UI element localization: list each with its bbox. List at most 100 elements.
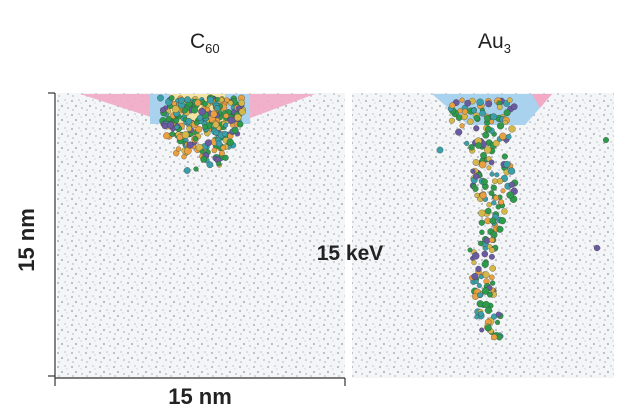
atom (212, 121, 220, 128)
atom (503, 109, 511, 117)
atom (491, 200, 497, 206)
atom (510, 103, 518, 111)
atom (226, 138, 234, 146)
atom (202, 101, 208, 107)
crater-rim (532, 94, 552, 108)
atom (490, 184, 497, 191)
atoms (157, 94, 609, 341)
atom (184, 96, 191, 103)
atom (448, 117, 455, 124)
atom (194, 99, 202, 107)
atom (213, 129, 220, 136)
atom (482, 271, 490, 279)
atom (195, 143, 204, 152)
atom (216, 161, 222, 167)
title-text: Au (478, 30, 504, 53)
atom (481, 178, 488, 185)
atom (472, 185, 479, 192)
atom (477, 292, 483, 298)
y-label: 15 nm (14, 208, 39, 272)
atom (473, 125, 480, 132)
atom (206, 96, 214, 104)
atom (159, 107, 166, 113)
atom (493, 194, 499, 201)
title-text: C (190, 30, 205, 53)
atom (481, 287, 490, 295)
atom (488, 159, 495, 166)
atom (186, 125, 192, 132)
title-subscript: 3 (504, 41, 511, 56)
atom (181, 154, 187, 160)
atom (496, 122, 505, 130)
atom (486, 202, 492, 208)
atom (489, 119, 495, 125)
atom (478, 160, 487, 169)
atom (478, 219, 485, 226)
atom (464, 140, 470, 146)
atom (473, 173, 480, 180)
atom (470, 168, 476, 174)
atom (175, 146, 182, 152)
atom (457, 108, 463, 114)
atom (171, 105, 180, 113)
atom (495, 311, 502, 318)
atom (484, 324, 492, 332)
atom (593, 244, 601, 252)
atom (479, 192, 487, 199)
atom (488, 274, 495, 281)
atom (227, 116, 235, 124)
atom (506, 191, 514, 199)
atom (197, 114, 204, 121)
atom (472, 159, 480, 166)
atom (468, 144, 475, 151)
atom (481, 260, 489, 268)
atom (505, 134, 512, 140)
atom (478, 311, 484, 317)
atom (471, 272, 479, 281)
atom (503, 160, 511, 168)
atom (494, 319, 501, 325)
atom (219, 97, 225, 103)
atom (215, 140, 223, 148)
atom (455, 114, 463, 121)
atom (220, 145, 227, 151)
atom (174, 124, 180, 130)
atom (501, 208, 508, 215)
atom (471, 252, 480, 260)
atom (488, 190, 495, 196)
atom (489, 280, 496, 286)
atom (471, 260, 477, 266)
atom (489, 217, 497, 225)
atom (185, 117, 193, 125)
atom (500, 188, 506, 194)
scale-bars (48, 92, 346, 386)
atom (455, 128, 463, 136)
atom (496, 178, 504, 185)
atom (204, 139, 212, 147)
atom (195, 125, 203, 133)
atom (193, 166, 199, 172)
atom (204, 106, 211, 113)
atom (475, 142, 482, 149)
title-subscript: 60 (205, 41, 219, 56)
atom (490, 231, 498, 239)
atom (489, 247, 495, 253)
atom (171, 101, 177, 107)
atom (191, 106, 199, 114)
atom (501, 153, 508, 160)
atom (491, 333, 498, 341)
atom (236, 121, 244, 128)
atom (467, 247, 473, 253)
atom (231, 126, 239, 134)
atom (168, 95, 175, 101)
atom (224, 97, 230, 103)
atom (163, 132, 171, 140)
atom (165, 115, 172, 122)
atom (485, 125, 492, 133)
atom (492, 178, 498, 185)
atom (218, 150, 225, 157)
atom (202, 124, 208, 130)
atom (198, 107, 206, 116)
atom (487, 291, 493, 298)
